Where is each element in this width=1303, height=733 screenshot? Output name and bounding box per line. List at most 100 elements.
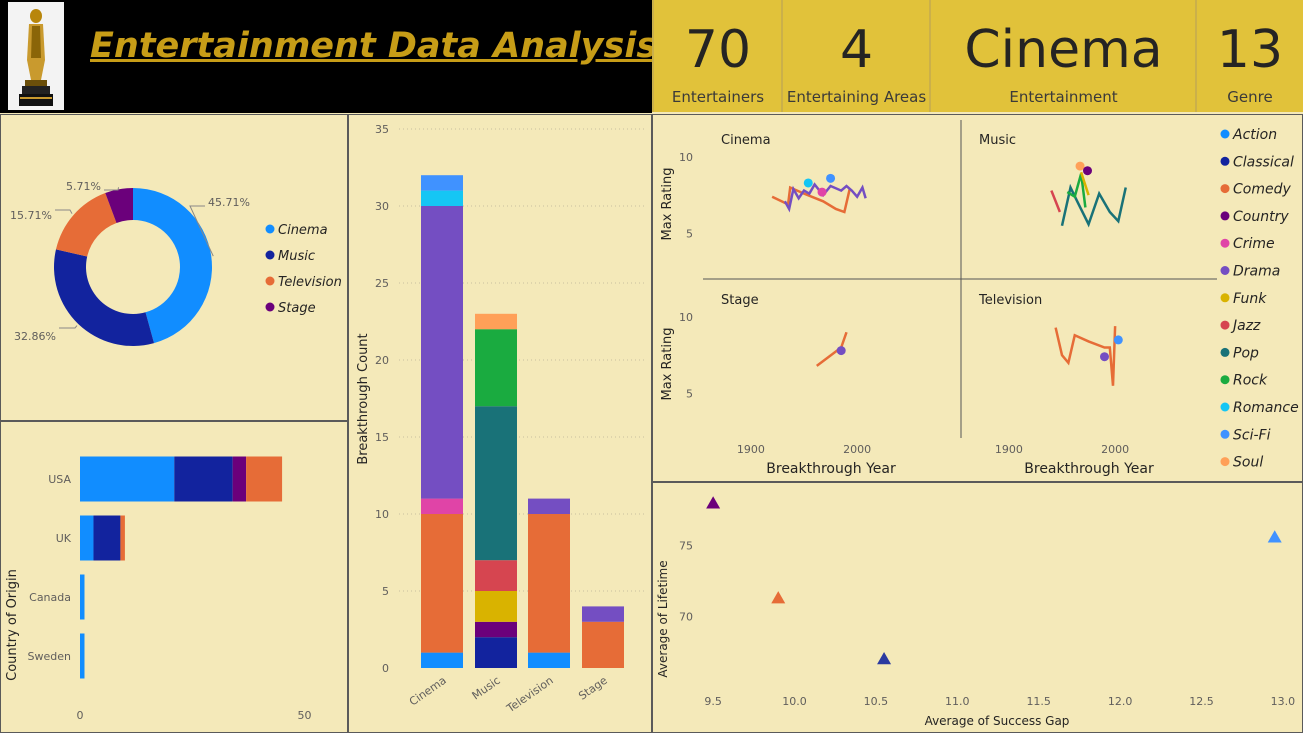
x-axis-title: Breakthrough Year	[1024, 461, 1154, 477]
kpi-card-genre: 13 Genre	[1195, 0, 1303, 112]
country-bar-chart: Country of Origin USA UK Canada Sweden 0 50	[5, 456, 312, 722]
y-tick-label: 10	[679, 151, 693, 164]
x-tick-label: 13.0	[1271, 695, 1296, 708]
x-axis-title: Average of Success Gap	[925, 714, 1070, 728]
legend-label: Classical	[1233, 154, 1294, 170]
bar-segment	[93, 515, 121, 561]
panel-title: Stage	[721, 293, 759, 308]
x-tick-label: 10.0	[782, 695, 807, 708]
legend-marker	[1220, 402, 1230, 412]
genre-bars: 0 5 10 15 20 25 30 35 Cinema Music Television Stage	[375, 123, 645, 716]
legend-marker	[1220, 293, 1230, 303]
bar-segment	[528, 514, 570, 653]
legend-marker	[265, 302, 275, 312]
x-tick-label: 11.0	[945, 695, 970, 708]
y-tick-label: 20	[375, 354, 389, 367]
donut-slice-television	[55, 193, 117, 257]
bar-segment	[80, 633, 85, 679]
leader-line	[189, 205, 214, 257]
x-tick-label: 11.5	[1026, 695, 1051, 708]
bar-segment	[421, 190, 463, 206]
bar-segment	[421, 175, 463, 191]
scatter-point-television	[771, 591, 786, 604]
donut-chart: 45.71% 32.86% 15.71% 5.71% Cinema Music Telev…	[10, 180, 342, 346]
x-tick-label: 10.5	[864, 695, 889, 708]
leader-line	[104, 187, 120, 191]
bar-segment	[421, 206, 463, 499]
legend-marker	[1220, 429, 1230, 439]
donut-slice-stage	[105, 188, 133, 223]
small-multiples-content: Cinema 5 10 Max Rating Music Stage 5 10 Max Rati…	[660, 133, 1154, 477]
series-point-sci-fi	[826, 173, 836, 183]
bar-segment	[582, 621, 624, 668]
legend-marker	[1220, 320, 1230, 330]
legend-marker	[1220, 238, 1230, 248]
bar-segment	[475, 637, 517, 668]
series-line-pop	[1060, 183, 1127, 228]
category-label: UK	[56, 532, 72, 545]
legend-marker	[1220, 184, 1230, 194]
series-point-drama	[836, 346, 846, 356]
series-line-comedy	[771, 185, 851, 214]
y-tick-label: 35	[375, 123, 389, 136]
donut-slice-cinema	[133, 188, 212, 344]
legend-label: Sci-Fi	[1233, 427, 1271, 443]
bar-segment	[174, 456, 233, 502]
donut-panel	[0, 114, 349, 422]
series-line-jazz	[1050, 190, 1062, 213]
legend-label: Music	[278, 249, 315, 264]
y-axis-title: Max Rating	[660, 328, 675, 401]
y-axis-title: Country of Origin	[5, 569, 20, 681]
legend-marker	[265, 250, 275, 260]
bar-segment	[528, 652, 570, 668]
series-line-funk	[1079, 171, 1090, 196]
bar-segment	[475, 329, 517, 407]
y-tick-label: 0	[382, 662, 389, 675]
bar-segment	[421, 498, 463, 514]
y-axis-title: Average of Lifetime	[656, 560, 670, 677]
category-label: Sweden	[28, 650, 71, 663]
kpi-value: 70	[684, 20, 752, 80]
series-point-romance	[803, 178, 813, 188]
x-axis-title: Breakthrough Year	[766, 461, 896, 477]
legend-marker	[1220, 375, 1230, 385]
donut-legend: Cinema Music Television Stage	[265, 223, 342, 316]
category-label: Music	[470, 674, 503, 703]
x-tick-label: 0	[77, 709, 84, 722]
kpi-value: 13	[1216, 20, 1284, 80]
bar-segment	[528, 498, 570, 514]
bar-segment	[120, 515, 125, 561]
scatter-point-music	[877, 652, 892, 665]
genre-stacked-bar-chart: Breakthrough Count 0 5 10 15 20 25 30 35 Cinema M…	[356, 123, 645, 716]
y-axis-title: Breakthrough Count	[356, 333, 371, 464]
bar-segment	[475, 313, 517, 330]
legend-marker	[265, 276, 275, 286]
legend-label: Pop	[1233, 345, 1259, 361]
bar-segment	[80, 456, 175, 502]
scatter-chart: Average of Lifetime Average of Success G…	[656, 496, 1295, 728]
y-tick-label: 70	[679, 611, 693, 624]
y-tick-label: 5	[686, 387, 693, 400]
kpi-label: Entertainment	[1009, 88, 1118, 106]
legend-label: Action	[1232, 127, 1277, 143]
kpi-card-entertaining-areas: 4 Entertaining Areas	[781, 0, 930, 112]
bar-segment	[475, 621, 517, 638]
legend-label: Country	[1233, 209, 1289, 225]
scatter-point-cinema	[1267, 530, 1282, 543]
x-tick-label: 50	[298, 709, 312, 722]
leader-line	[55, 209, 73, 214]
panel-title: Cinema	[721, 133, 771, 148]
legend-marker	[1220, 129, 1230, 139]
scatter-point-stage	[706, 496, 721, 509]
panel-title: Music	[979, 133, 1016, 148]
legend-label: Crime	[1233, 236, 1275, 252]
bar-segment	[80, 574, 85, 620]
donut-slice-music	[54, 249, 155, 346]
x-tick-label: 9.5	[704, 695, 722, 708]
scatter-content: 9.5 10.0 10.5 11.0 11.5 12.0 12.5 13.0 70 75	[679, 496, 1295, 708]
bar-segment	[582, 606, 624, 622]
bar-segment	[246, 456, 283, 502]
series-line-comedy	[1054, 326, 1117, 386]
x-tick-label: 1900	[995, 443, 1023, 456]
series-point-crime	[817, 187, 827, 197]
